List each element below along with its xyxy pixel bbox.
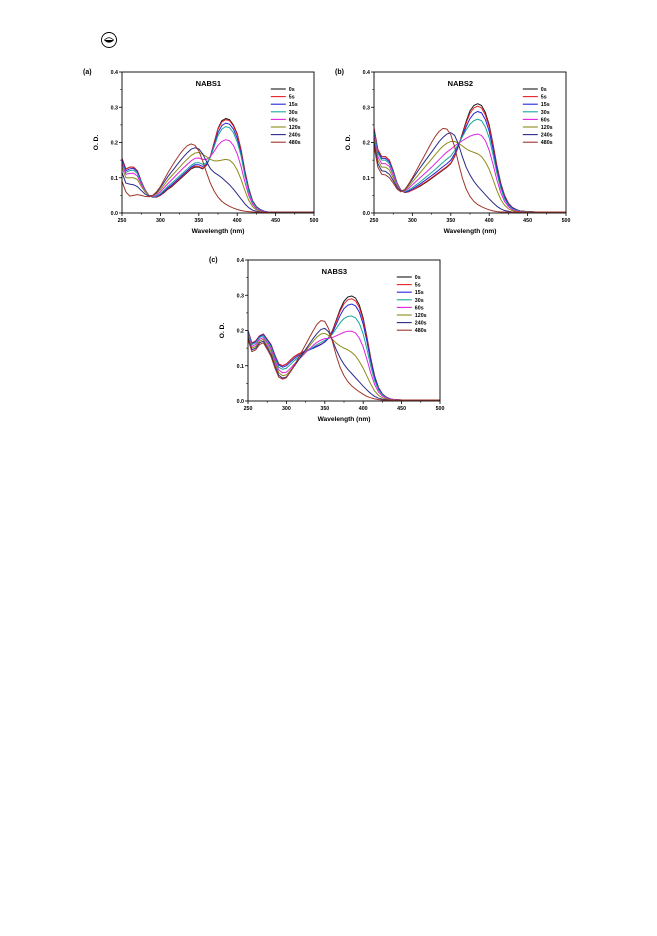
legend-label: 60s: [289, 117, 298, 123]
rsc-logo-icon: [100, 31, 118, 49]
legend-label: 5s: [289, 95, 295, 101]
x-tick-label: 400: [359, 406, 368, 412]
legend-label: 120s: [541, 125, 553, 131]
panel-label: (a): [83, 69, 92, 76]
series-line-480s: [248, 320, 440, 401]
y-tick-label: 0.0: [111, 211, 118, 217]
y-tick-label: 0.2: [363, 141, 370, 147]
series-line-480s: [122, 143, 314, 213]
series-line-30s: [248, 315, 440, 401]
chart-svg: (c) 250 300 350 400 450 500 0.0 0.1 0.2 0.3 0.4 Wave…: [209, 257, 445, 423]
legend-label: 240s: [541, 133, 553, 139]
chart-svg: (a) 250 300 350 400 450 500 0.0 0.1 0.2 0.3 0.4 Wave…: [83, 69, 319, 235]
legend-label: 5s: [415, 283, 421, 289]
x-axis-label: Wavelength (nm): [444, 228, 497, 235]
series-line-120s: [122, 151, 314, 213]
x-tick-label: 500: [562, 218, 571, 224]
legend-label: 30s: [289, 110, 298, 116]
y-tick-label: 0.2: [111, 141, 118, 147]
legend-label: 0s: [415, 275, 421, 281]
series-line-30s: [122, 126, 314, 213]
y-tick-label: 0.4: [237, 258, 244, 264]
legend-label: 60s: [541, 117, 550, 123]
y-tick-label: 0.1: [237, 364, 244, 370]
x-tick-label: 300: [156, 218, 165, 224]
y-tick-label: 0.1: [111, 176, 118, 182]
legend-label: 480s: [289, 140, 301, 146]
x-tick-label: 450: [523, 218, 532, 224]
x-tick-label: 300: [408, 218, 417, 224]
legend-label: 0s: [289, 87, 295, 93]
x-tick-label: 450: [397, 406, 406, 412]
legend-label: 0s: [541, 87, 547, 93]
series-line-120s: [248, 332, 440, 401]
y-tick-label: 0.3: [111, 105, 118, 111]
x-tick-label: 500: [436, 406, 445, 412]
x-tick-label: 400: [485, 218, 494, 224]
legend-label: 15s: [541, 102, 550, 108]
chart-panel-b: (b) 250 300 350 400 450 500 0.0 0.1 0.2 0.3 0.4 Wave…: [332, 62, 572, 242]
series-line-60s: [248, 330, 440, 401]
x-tick-label: 500: [310, 218, 319, 224]
series-line-240s: [122, 147, 314, 213]
y-tick-label: 0.2: [237, 329, 244, 335]
panel-label: (c): [209, 257, 218, 264]
series-line-5s: [248, 298, 440, 401]
x-tick-label: 250: [118, 218, 127, 224]
chart-title: NABS1: [196, 79, 221, 88]
x-tick-label: 400: [233, 218, 242, 224]
legend-label: 60s: [415, 305, 424, 311]
x-tick-label: 250: [244, 406, 253, 412]
legend-label: 5s: [541, 95, 547, 101]
x-tick-label: 250: [370, 218, 379, 224]
series-line-480s: [374, 127, 566, 213]
legend-label: 15s: [415, 290, 424, 296]
x-tick-label: 300: [282, 406, 291, 412]
legend-label: 120s: [415, 313, 427, 319]
chart-title: NABS3: [322, 267, 347, 276]
series-line-30s: [374, 118, 566, 213]
series-line-60s: [122, 139, 314, 213]
y-tick-label: 0.0: [237, 399, 244, 405]
panel-label: (b): [335, 69, 344, 76]
legend-label: 120s: [289, 125, 301, 131]
y-tick-label: 0.3: [363, 105, 370, 111]
legend-label: 15s: [289, 102, 298, 108]
x-tick-label: 350: [194, 218, 203, 224]
y-tick-label: 0.0: [363, 211, 370, 217]
x-tick-label: 350: [320, 406, 329, 412]
y-tick-label: 0.4: [363, 70, 370, 76]
legend-label: 240s: [415, 321, 427, 327]
chart-panel-a: (a) 250 300 350 400 450 500 0.0 0.1 0.2 0.3 0.4 Wave…: [80, 62, 320, 242]
x-tick-label: 450: [271, 218, 280, 224]
series-line-60s: [374, 133, 566, 213]
chart-panel-c: (c) 250 300 350 400 450 500 0.0 0.1 0.2 0.3 0.4 Wave…: [206, 250, 446, 430]
y-tick-label: 0.1: [363, 176, 370, 182]
legend-label: 30s: [415, 298, 424, 304]
y-tick-label: 0.3: [237, 293, 244, 299]
y-axis-label: O. D.: [219, 323, 226, 339]
legend-label: 30s: [541, 110, 550, 116]
x-tick-label: 350: [446, 218, 455, 224]
chart-svg: (b) 250 300 350 400 450 500 0.0 0.1 0.2 0.3 0.4 Wave…: [335, 69, 571, 235]
y-axis-label: O. D.: [93, 135, 100, 151]
x-axis-label: Wavelength (nm): [318, 416, 371, 423]
x-axis-label: Wavelength (nm): [192, 228, 245, 235]
y-axis-label: O. D.: [345, 135, 352, 151]
legend-label: 240s: [289, 133, 301, 139]
chart-title: NABS2: [448, 79, 473, 88]
legend-label: 480s: [415, 328, 427, 334]
series-line-240s: [374, 132, 566, 213]
y-tick-label: 0.4: [111, 70, 118, 76]
legend-label: 480s: [541, 140, 553, 146]
